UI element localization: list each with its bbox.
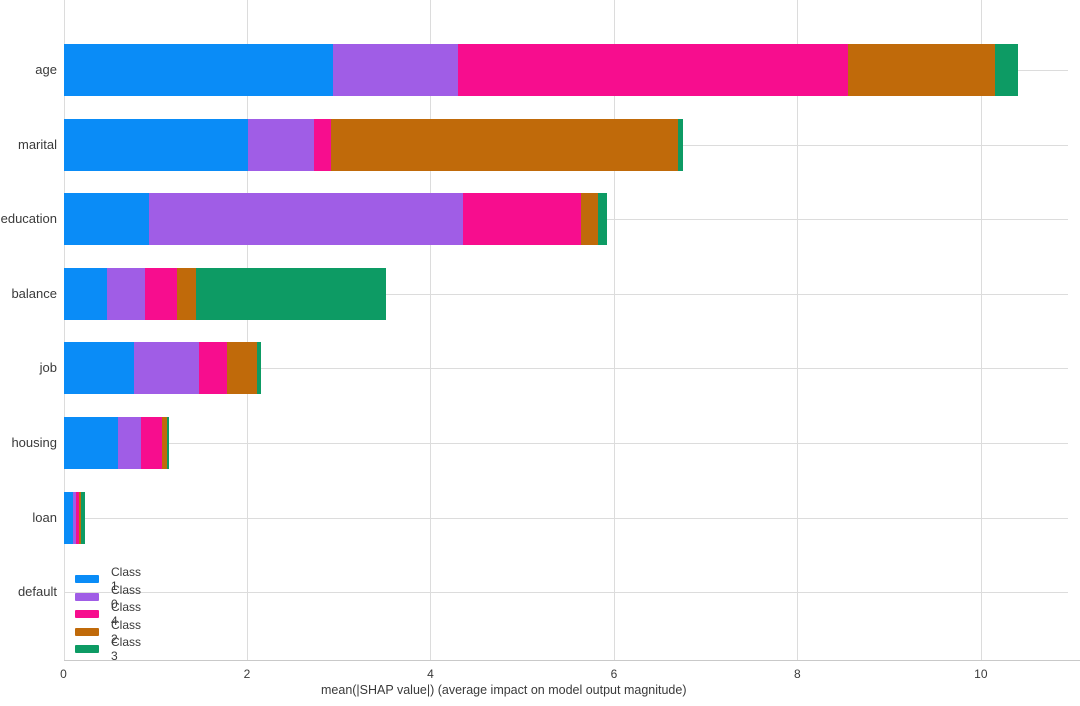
gridline-vertical [613,0,615,660]
gridline-horizontal [63,517,1068,519]
gridline-vertical [980,0,982,660]
legend-swatch-class-4 [75,610,99,618]
bar-segment-housing-class-4 [140,417,162,469]
bar-segment-age-class-1 [63,44,334,96]
bar-row-marital [63,118,1069,171]
bar-segment-balance-class-0 [106,267,146,320]
bar-segment-housing-class-0 [117,417,141,469]
category-label-loan: loan [32,509,57,525]
bar-segment-job-class-0 [134,342,200,395]
x-axis-title: mean(|SHAP value|) (average impact on mo… [321,683,687,697]
legend-item-class-0: Class 0 [75,583,141,611]
x-axis-line [63,660,1080,661]
legend-swatch-class-2 [75,627,99,636]
bar-segment-marital-class-0 [247,118,314,171]
bar-row-housing [63,417,1069,469]
bar-segment-job-class-1 [63,342,135,395]
bar-segment-marital-class-4 [313,118,332,171]
bar-segment-marital-class-3 [678,118,683,171]
x-tick-label-4: 4 [427,667,434,681]
legend-item-class-2: Class 2 [75,618,141,646]
bar-segment-age-class-4 [457,44,848,96]
bar-segment-age-class-2 [847,44,995,96]
bar-segment-education-class-4 [462,193,581,246]
gridline-vertical [430,0,432,660]
bar-segment-age-class-0 [333,44,458,96]
bar-segment-loan-class-1 [63,491,73,544]
x-tick-label-6: 6 [610,667,618,681]
bar-segment-housing-class-2 [161,417,168,469]
gridline-vertical [797,0,799,660]
bar-row-job [63,342,1069,395]
bar-segment-balance-class-1 [63,267,107,320]
bar-segment-loan-class-2 [79,491,81,544]
x-tick-label-10: 10 [974,667,988,681]
bar-segment-loan-class-4 [76,491,80,544]
bar-row-balance [63,267,1069,320]
bar-segment-education-class-3 [598,193,607,246]
legend-item-class-3: Class 3 [75,635,141,663]
legend-swatch-class-1 [75,575,99,583]
gridline-horizontal [63,368,1068,370]
bar-segment-balance-class-4 [145,267,178,320]
bar-segment-balance-class-2 [177,267,196,320]
legend-label: Class 1 [111,565,142,593]
category-label-housing: housing [11,435,57,450]
bar-segment-housing-class-1 [63,417,118,469]
gridline-horizontal [63,293,1068,295]
category-label-default: default [17,584,57,600]
bar-row-age [63,44,1069,96]
category-label-age: age [35,62,57,77]
legend-item-class-4: Class 4 [75,600,141,628]
gridline-horizontal [63,443,1068,444]
bar-segment-age-class-3 [994,44,1019,96]
bar-row-default [64,566,1069,618]
category-label-marital: marital [17,136,57,152]
legend-label: Class 0 [111,582,142,611]
bar-segment-job-class-4 [199,342,227,395]
bar-segment-marital-class-2 [331,118,679,171]
bar-segment-job-class-3 [257,342,261,395]
legend-item-class-1: Class 1 [75,565,141,593]
bar-segment-education-class-1 [63,193,149,246]
bar-segment-housing-class-3 [167,417,169,469]
bar-segment-education-class-0 [148,193,463,246]
category-label-job: job [39,360,57,376]
bar-row-education [63,193,1069,246]
legend-label: Class 3 [111,635,142,663]
bar-segment-job-class-2 [226,342,258,395]
gridline-vertical [246,0,248,660]
legend-label: Class 4 [111,600,142,628]
bar-segment-balance-class-3 [195,267,387,320]
bar-row-loan [63,491,1069,544]
legend-swatch-class-3 [75,645,99,653]
x-tick-label-2: 2 [243,667,251,681]
gridline-vertical [63,0,65,660]
legend-label: Class 2 [111,617,142,646]
legend-swatch-class-0 [75,592,99,601]
gridline-horizontal [63,592,1068,594]
bar-segment-marital-class-1 [63,118,248,171]
bar-segment-loan-class-3 [80,491,85,544]
bar-segment-loan-class-0 [72,491,77,544]
x-tick-label-0: 0 [60,667,67,681]
x-tick-label-8: 8 [794,667,801,681]
bar-segment-education-class-2 [580,193,599,246]
category-label-balance: balance [11,285,57,301]
category-label-education: education [0,211,57,227]
